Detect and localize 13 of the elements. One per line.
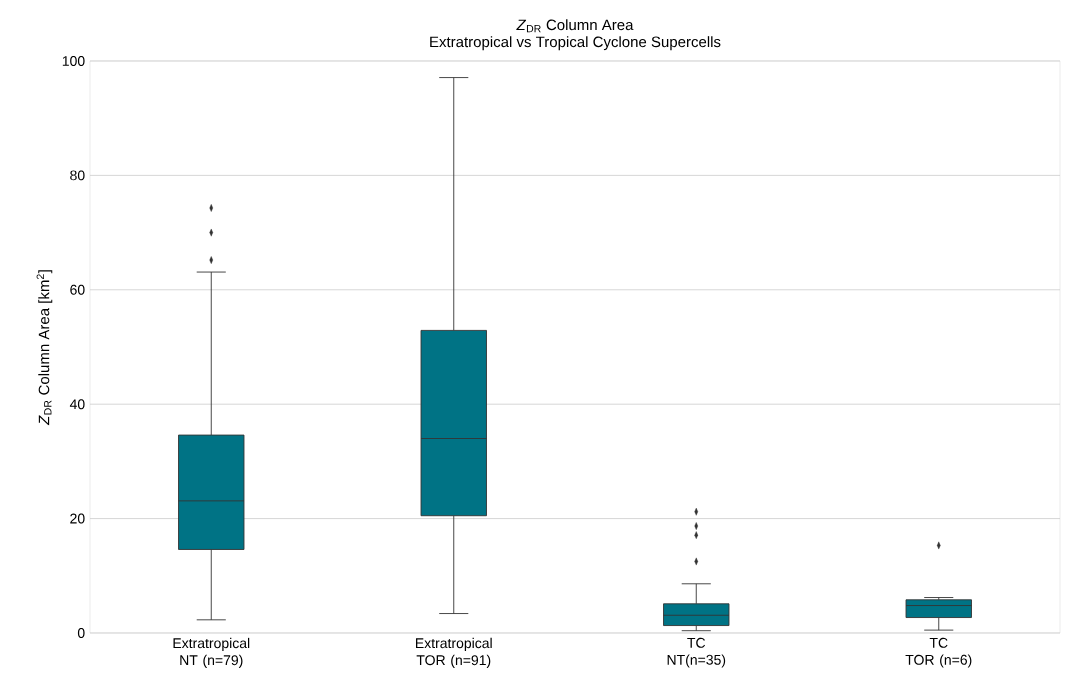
y-tick-label: 80 xyxy=(70,170,85,181)
x-tick-label: TC TOR (n=6) xyxy=(905,637,972,668)
y-tick-label: 0 xyxy=(77,628,85,638)
chart-subtitle: Extratropical vs Tropical Cyclone Supercells xyxy=(430,36,721,51)
x-tick-label: TC NT(n=35) xyxy=(667,637,726,668)
x-tick-label: Extratropical NT (n=79) xyxy=(173,637,250,668)
chart-title: Z$_{DR}$ Column Area xyxy=(516,19,634,33)
y-tick-label: 100 xyxy=(62,56,85,66)
y-tick-label: 40 xyxy=(69,399,85,410)
y-axis-title: Z$_{DR}$ Column Area [km$^{2}$] xyxy=(36,270,53,426)
y-tick-label: 20 xyxy=(70,513,85,524)
x-tick-label: Extratropical TOR (n=91) xyxy=(416,637,492,668)
y-tick-label: 60 xyxy=(70,284,85,295)
